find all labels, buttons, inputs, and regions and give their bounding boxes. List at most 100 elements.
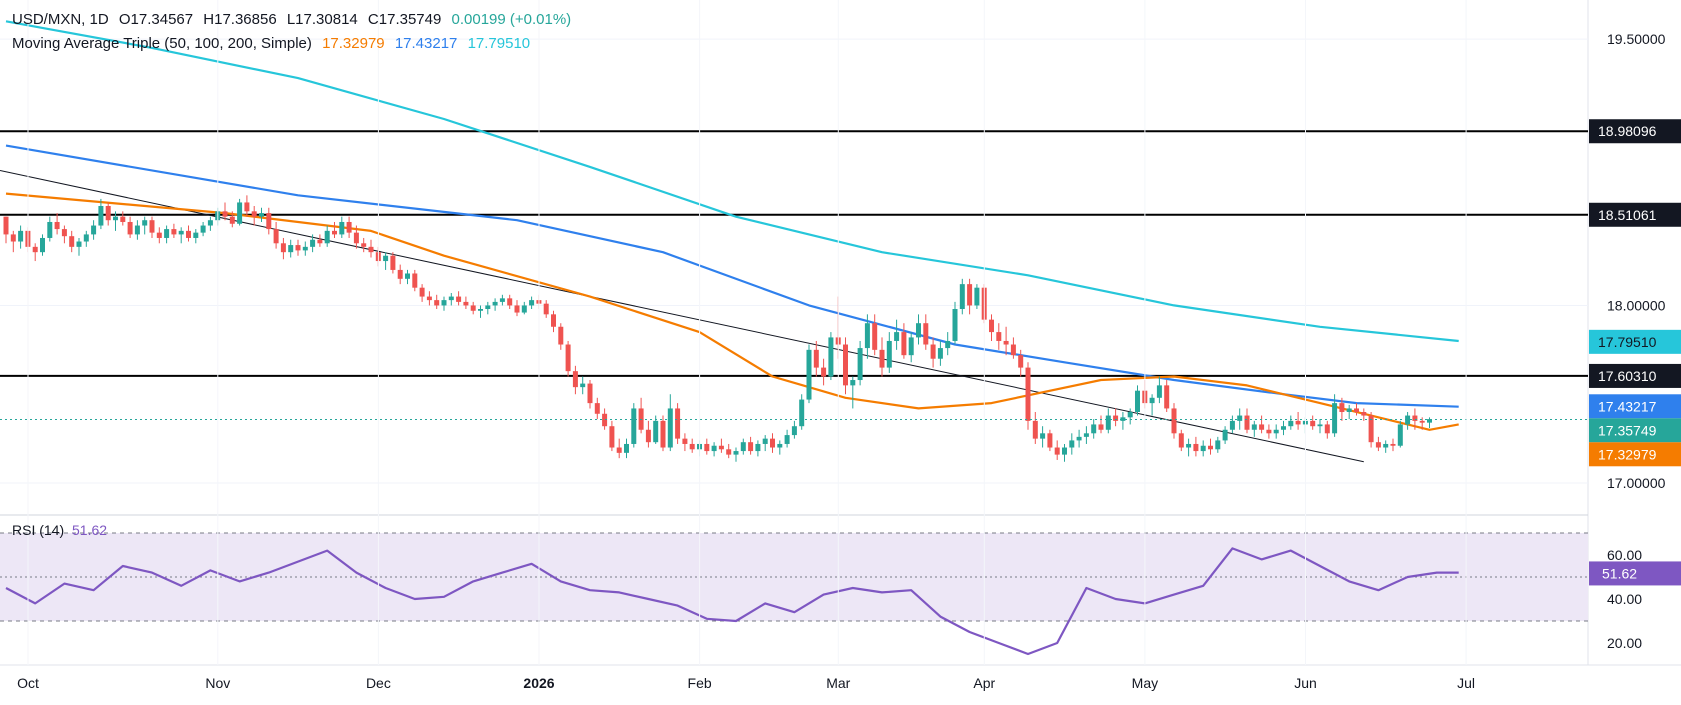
- candle-up: [631, 408, 637, 444]
- candle-up: [448, 296, 454, 301]
- candle-up: [799, 399, 805, 427]
- candle-down: [456, 296, 462, 302]
- ma-label[interactable]: Moving Average Triple (50, 100, 200, Sim…: [12, 35, 312, 52]
- candle-up: [134, 225, 140, 235]
- candle-up: [383, 255, 389, 262]
- time-tick-label: Oct: [17, 675, 39, 691]
- candle-up: [1105, 415, 1111, 430]
- candle-down: [266, 213, 272, 230]
- candle-up: [894, 332, 900, 341]
- candle-up: [791, 426, 797, 436]
- candle-up: [1427, 419, 1432, 423]
- candle-down: [1054, 447, 1060, 455]
- rsi-line: [5, 547, 1459, 656]
- candle-down: [127, 221, 133, 235]
- candle-down: [1098, 424, 1104, 430]
- price-tick-label: 18.00000: [1607, 297, 1666, 313]
- candle-down: [1259, 424, 1265, 430]
- candle-down: [368, 246, 374, 253]
- candle-up: [237, 202, 243, 224]
- candle-down: [609, 426, 615, 448]
- candle-down: [251, 211, 257, 217]
- rsi-tick-label: 60.00: [1607, 547, 1642, 563]
- candle-down: [1412, 415, 1418, 421]
- candle-up: [1156, 385, 1162, 398]
- candle-up: [945, 340, 951, 349]
- candle-up: [886, 340, 892, 368]
- ma50-line: [5, 192, 1459, 431]
- candle-down: [1339, 403, 1345, 412]
- candle-up: [200, 225, 206, 233]
- candle-down: [770, 438, 775, 448]
- rsi-label[interactable]: RSI (14): [12, 522, 65, 538]
- candle-up: [521, 305, 527, 313]
- candle-up: [1186, 443, 1192, 448]
- candle-down: [572, 371, 578, 388]
- candle-up: [1346, 408, 1352, 412]
- candle-up: [1091, 424, 1097, 434]
- price-tag-box: [1589, 442, 1681, 467]
- candle-down: [10, 234, 16, 242]
- candle-up: [777, 443, 783, 448]
- candle-down: [1113, 415, 1119, 421]
- price-tick-label: 19.50000: [1607, 31, 1666, 47]
- ohlc-legend: USD/MXN, 1D O17.34567 H17.36856 L17.3081…: [12, 11, 577, 28]
- candle-down: [1208, 445, 1213, 450]
- candle-down: [1361, 412, 1367, 416]
- level-label: 18.51061: [1598, 207, 1657, 223]
- candle-down: [1018, 355, 1024, 368]
- candle-up: [1127, 412, 1133, 418]
- candle-up: [339, 221, 345, 235]
- candle-up: [499, 298, 505, 302]
- high-value: H17.36856: [203, 11, 277, 28]
- price-tick-label: 17.00000: [1607, 475, 1666, 491]
- candle-up: [1229, 420, 1235, 430]
- candle-down: [244, 202, 250, 212]
- candle-down: [879, 349, 885, 368]
- candle-down: [507, 298, 513, 306]
- candle-down: [149, 220, 155, 233]
- candle-up: [18, 230, 24, 242]
- candle-up: [142, 220, 148, 226]
- rsi-legend-value: 51.62: [72, 522, 108, 538]
- candle-down: [901, 332, 907, 356]
- candle-up: [405, 273, 410, 279]
- rsi-legend: RSI (14) 51.62: [12, 522, 107, 538]
- ma200-line: [5, 20, 1459, 343]
- candle-up: [624, 443, 629, 453]
- candle-down: [996, 332, 1002, 341]
- candle-up: [207, 220, 213, 226]
- candle-up: [302, 246, 308, 251]
- candle-down: [616, 447, 622, 453]
- candle-down: [726, 449, 732, 455]
- candle-down: [280, 243, 286, 253]
- rsi-tick-label: 20.00: [1607, 635, 1642, 651]
- rsi-tick-label: 40.00: [1607, 591, 1642, 607]
- symbol-label[interactable]: USD/MXN, 1D: [12, 11, 109, 28]
- candle-down: [1295, 420, 1301, 425]
- time-tick-label: Dec: [366, 675, 391, 691]
- candle-up: [1149, 397, 1155, 404]
- candle-up: [959, 284, 965, 309]
- candle-up: [857, 348, 863, 381]
- candle-up: [711, 445, 717, 452]
- price-tag-box: [1589, 329, 1681, 354]
- candle-down: [514, 305, 520, 313]
- candle-down: [317, 239, 323, 244]
- candle-down: [1171, 408, 1177, 434]
- candle-up: [850, 380, 856, 386]
- candle-down: [813, 349, 819, 368]
- candle-up: [288, 245, 294, 253]
- candle-up: [828, 337, 834, 377]
- candle-down: [397, 269, 403, 279]
- candle-down: [1193, 443, 1199, 452]
- time-tick-label: Nov: [205, 675, 230, 691]
- candle-down: [105, 206, 111, 221]
- price-tag-box: [1589, 418, 1681, 443]
- candle-down: [1310, 420, 1316, 427]
- candle-up: [178, 230, 184, 235]
- candle-down: [69, 236, 75, 247]
- time-tick-label: Jul: [1457, 675, 1475, 691]
- candle-down: [1244, 415, 1250, 430]
